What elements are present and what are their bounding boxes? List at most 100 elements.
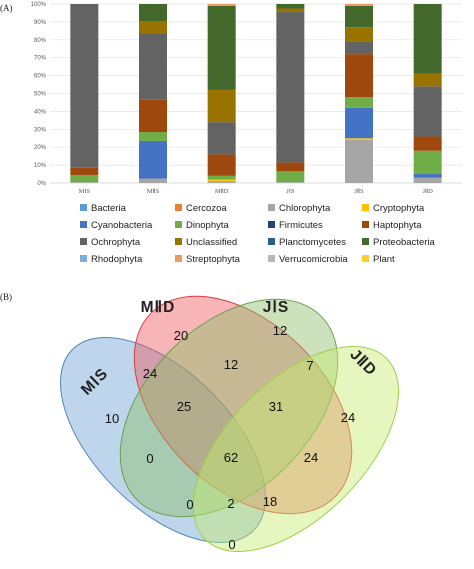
legend-swatch	[268, 204, 275, 211]
bar-segment	[413, 73, 442, 87]
venn-ellipse-jiid	[193, 346, 399, 552]
legend-swatch	[175, 255, 182, 262]
bar-segment	[413, 150, 442, 175]
x-category-label: JⅠS	[286, 188, 294, 195]
venn-region-value: 7	[306, 358, 313, 373]
bar-segment	[207, 179, 236, 182]
legend-swatch	[175, 221, 182, 228]
bar-segment	[70, 182, 99, 183]
legend-swatch	[362, 255, 369, 262]
legend-swatch	[362, 238, 369, 245]
legend: Bacteria Cercozoa Chlorophyta Cryptophyta Cy…	[80, 203, 436, 265]
legend-swatch	[80, 255, 87, 262]
y-tick-label: 60%	[34, 74, 47, 80]
bar-segment	[276, 171, 305, 183]
bar-segment	[207, 181, 236, 183]
y-tick-label: 20%	[34, 145, 47, 151]
y-tick-label: 40%	[34, 109, 47, 115]
legend-entry: Cercozoa	[186, 203, 227, 214]
venn-region-value: 31	[269, 399, 283, 414]
y-tick-label: 100%	[31, 2, 47, 8]
legend-entry: Firmicutes	[279, 220, 323, 231]
bar-segment	[276, 12, 305, 163]
bar-segment	[276, 4, 305, 9]
bar-segment	[139, 99, 167, 132]
venn-region-value: 24	[304, 450, 318, 465]
bar-segment	[413, 174, 442, 178]
legend-swatch	[80, 204, 87, 211]
bar-segment	[345, 107, 373, 139]
panel-b-label: (B)	[0, 292, 12, 302]
venn-region-value: 25	[177, 399, 191, 414]
y-tick-label: 10%	[34, 163, 47, 169]
legend-swatch	[268, 221, 275, 228]
venn-ellipse-miid	[133, 295, 353, 515]
bar-segment	[413, 177, 442, 183]
bar-segment	[70, 167, 99, 175]
venn-region-value: 10	[105, 411, 119, 426]
legend-entry: Verrucomicrobia	[279, 254, 348, 265]
y-tick-label: 70%	[34, 56, 47, 62]
legend-entry: Plant	[373, 254, 395, 265]
venn-region-value: 24	[143, 366, 157, 381]
legend-entry: Proteobacteria	[373, 237, 436, 248]
legend-entry: Chlorophyta	[279, 203, 331, 214]
x-category-label: MⅡS	[147, 188, 160, 195]
legend-entry: Streptophyta	[186, 254, 241, 265]
legend-swatch	[175, 238, 182, 245]
bar-segment	[139, 4, 167, 22]
bar-segment	[70, 4, 99, 168]
venn-region-value-outer: 0	[228, 537, 235, 552]
bar-segment	[413, 4, 442, 74]
bar-segment	[139, 21, 167, 34]
legend-swatch	[268, 238, 275, 245]
bar-segment	[276, 162, 305, 172]
bar-segment	[207, 175, 236, 180]
legend-swatch	[80, 238, 87, 245]
venn-region-value: 12	[224, 357, 238, 372]
bar-segment	[139, 178, 167, 183]
legend-swatch	[268, 255, 275, 262]
venn-region-value: 0	[186, 497, 193, 512]
x-category-label: MⅡD	[215, 188, 229, 195]
bar-segment	[207, 5, 236, 90]
bar-segment	[345, 54, 373, 98]
bar-segment	[70, 174, 99, 183]
venn-set-label-miid: MⅡD	[141, 299, 176, 316]
bar-segment	[207, 89, 236, 123]
y-tick-label: 30%	[34, 127, 47, 133]
legend-entry: Dinophyta	[186, 220, 229, 231]
legend-swatch	[175, 204, 182, 211]
bar-segment	[345, 27, 373, 42]
y-tick-label: 80%	[34, 38, 47, 44]
venn-region-value: 24	[341, 410, 355, 425]
legend-entry: Rhodophyta	[91, 254, 143, 265]
bar-segment	[207, 154, 236, 176]
legend-entry: Cryptophyta	[373, 203, 425, 214]
y-tick-labels: 0% 10% 20% 30% 40% 50% 60% 70% 80% 90% 100%	[31, 2, 47, 187]
bar-segment	[413, 86, 442, 137]
venn-region-value: 12	[273, 323, 287, 338]
venn-ellipse-mis	[60, 337, 266, 543]
venn-region-value: 2	[227, 496, 234, 511]
venn-region-value: 20	[174, 328, 188, 343]
legend-entry: Bacteria	[91, 203, 127, 214]
legend-swatch	[80, 221, 87, 228]
bar-segment	[345, 140, 373, 183]
legend-entry: Ochrophyta	[91, 237, 141, 248]
panel-a-label: (A)	[0, 3, 13, 13]
bar-segment	[345, 4, 373, 6]
bar-segment	[345, 138, 373, 141]
y-tick-label: 90%	[34, 20, 47, 26]
bar-segment	[345, 97, 373, 108]
y-tick-label: 50%	[34, 92, 47, 98]
venn-ellipse-jis	[119, 298, 339, 518]
legend-swatch	[362, 204, 369, 211]
bar-segment	[139, 33, 167, 100]
legend-entry: Planctomycetes	[279, 237, 346, 248]
legend-swatch	[362, 221, 369, 228]
bar-segment	[139, 140, 167, 179]
legend-entry: Unclassified	[186, 237, 237, 248]
